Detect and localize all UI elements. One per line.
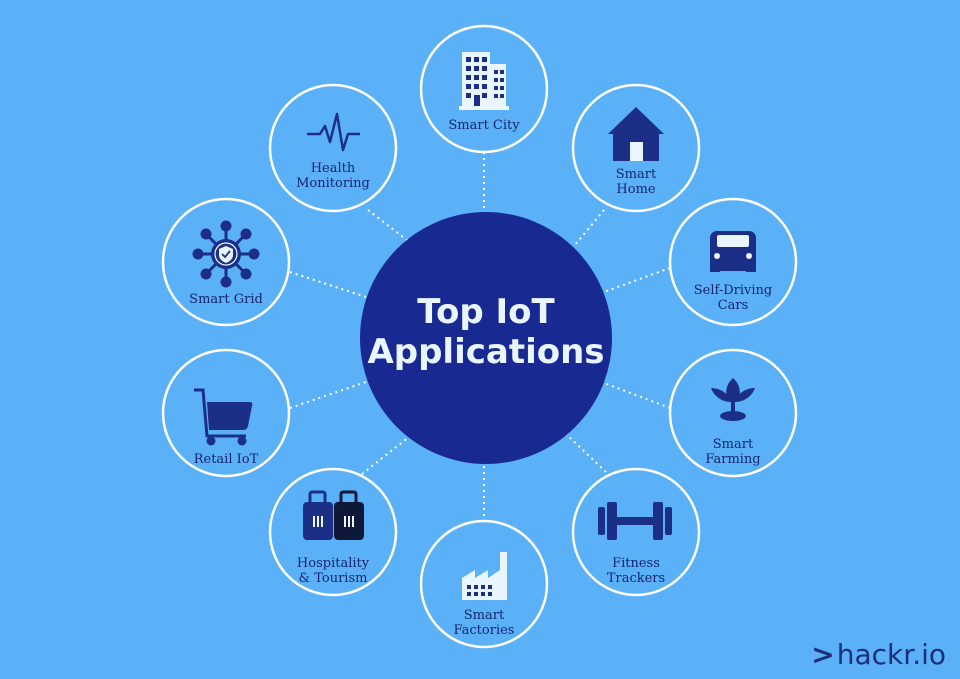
brand-name: hackr.io	[836, 638, 946, 671]
node-label-factories: Smart Factories	[453, 608, 515, 638]
grid-network-icon	[192, 220, 260, 288]
center-title: Top IoT Applications	[367, 292, 605, 372]
connector-hospitality	[361, 432, 415, 475]
connector-smart-grid	[289, 271, 367, 298]
cart-icon	[194, 388, 253, 446]
node-label-smart-farming: Smart Farming	[705, 437, 761, 467]
connector-smart-farming	[603, 382, 671, 409]
node-label-fitness: Fitness Trackers	[606, 556, 666, 586]
factory-icon	[462, 552, 507, 600]
node-label-smart-city: Smart City	[448, 118, 520, 133]
connector-smart-home	[574, 209, 605, 246]
car-icon	[710, 231, 756, 272]
connector-fitness	[565, 433, 607, 473]
node-label-self-driving: Self-Driving Cars	[693, 283, 773, 313]
node-label-hospitality: Hospitality & Tourism	[296, 556, 370, 586]
node-label-smart-grid: Smart Grid	[189, 292, 263, 307]
building-icon	[459, 52, 509, 110]
node-circle-health	[268, 83, 398, 213]
house-icon	[608, 107, 664, 161]
node-label-retail: Retail IoT	[193, 452, 259, 467]
brand-chevron: >	[811, 638, 835, 671]
node-label-smart-home: Smart Home	[615, 167, 657, 197]
connector-retail	[289, 381, 367, 409]
center-circle	[360, 212, 612, 464]
node-circle-fitness	[571, 467, 701, 597]
connector-self-driving	[603, 267, 671, 293]
dumbbell-icon	[598, 502, 672, 540]
connector-health	[367, 209, 413, 245]
plant-icon	[711, 378, 755, 421]
brand-logo[interactable]: >hackr.io	[811, 638, 946, 671]
luggage-icon	[303, 490, 364, 540]
node-label-health: Health Monitoring	[296, 161, 370, 191]
heartbeat-icon	[307, 112, 360, 152]
